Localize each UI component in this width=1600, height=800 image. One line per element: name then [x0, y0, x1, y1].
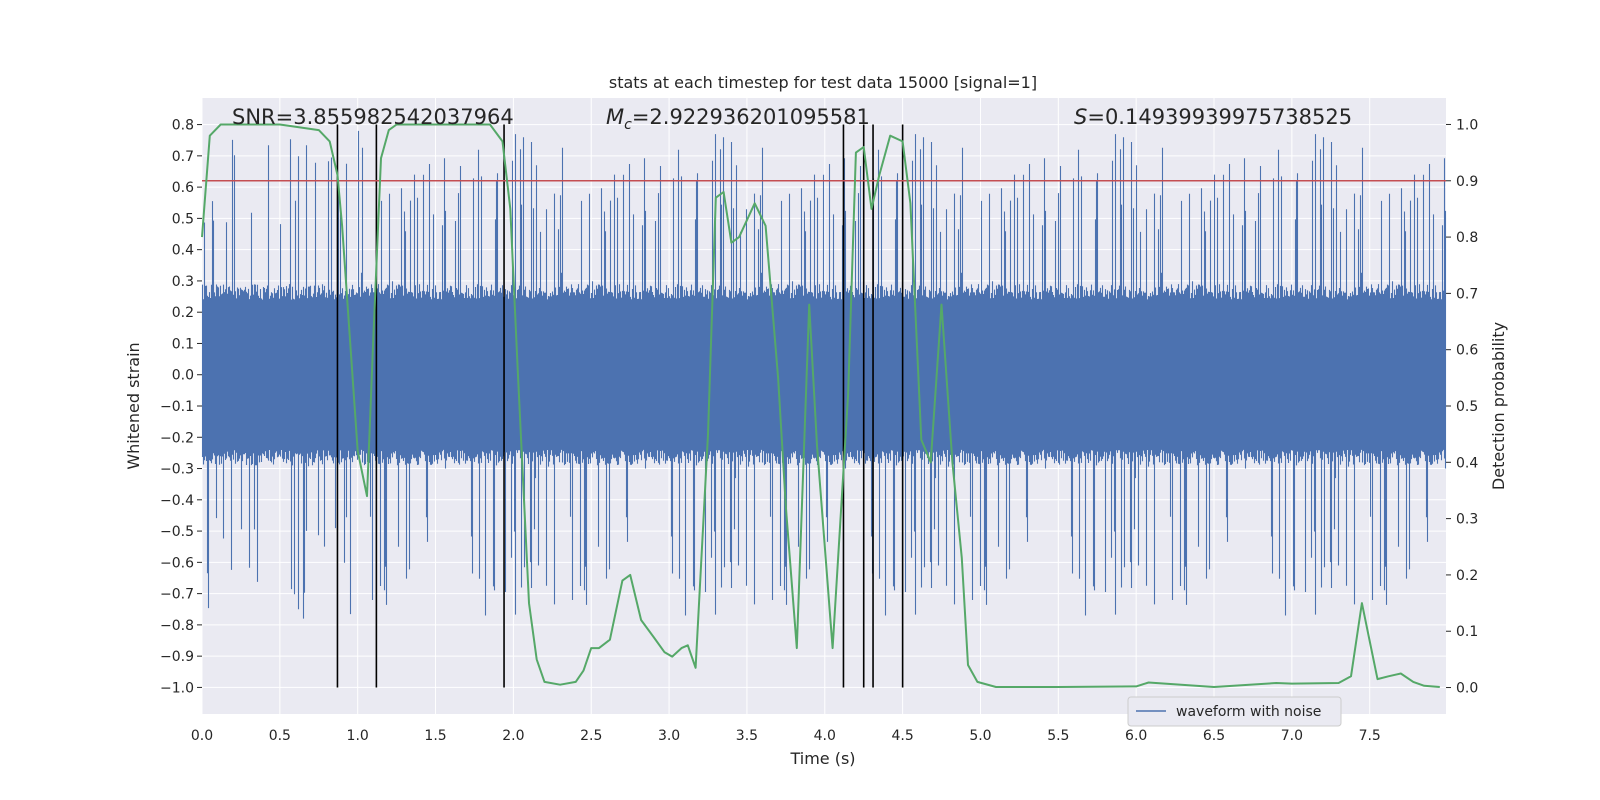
- y-tick-label: −0.7: [160, 587, 194, 603]
- y2-axis-label: Detection probability: [1489, 322, 1508, 490]
- x-tick-label: 3.0: [658, 728, 680, 744]
- y2-tick-label: 0.9: [1456, 174, 1478, 190]
- y-tick-label: 0.3: [172, 274, 194, 290]
- waveform-with-noise-series: [201, 130, 1447, 619]
- x-tick-label: 2.5: [580, 728, 602, 744]
- y-tick-label: −0.9: [160, 649, 194, 665]
- x-tick-label: 5.5: [1047, 728, 1069, 744]
- y2-tick-label: 0.8: [1456, 230, 1478, 246]
- waveform-trace: [201, 130, 1447, 619]
- x-tick-label: 1.0: [347, 728, 369, 744]
- y-tick-label: 0.1: [172, 336, 194, 352]
- y-tick-label: −0.1: [160, 399, 194, 415]
- y2-tick-label: 0.5: [1456, 399, 1478, 415]
- x-tick-label: 5.0: [969, 728, 991, 744]
- x-tick-label: 3.5: [736, 728, 758, 744]
- s-annotation: S=0.14939939975738525: [1074, 105, 1352, 129]
- y-tick-label: −0.4: [160, 493, 194, 509]
- vertical-markers: [336, 124, 904, 688]
- y-axis-label: Whitened strain: [124, 342, 143, 469]
- x-axis-label: Time (s): [789, 749, 855, 768]
- detection-probability-series: [201, 123, 1440, 688]
- chirp-mass-symbol: M: [606, 105, 624, 129]
- y2-tick-label: 0.0: [1456, 681, 1478, 697]
- y-tick-label: 0.8: [172, 118, 194, 134]
- y-tick-label: 0.4: [172, 243, 194, 259]
- y2-tick-label: 0.4: [1456, 455, 1478, 471]
- y-tick-label: −0.5: [160, 524, 194, 540]
- y-tick-label: −1.0: [160, 680, 194, 696]
- x-tick-label: 0.5: [269, 728, 291, 744]
- axis-ticks: 0.0 0.5 1.0 1.5 2.0 2.5 3.0 3.5 4.0 4.5 5.0 5.5 6.0 6…: [160, 117, 1478, 744]
- y-tick-label: −0.2: [160, 430, 194, 446]
- x-tick-label: 6.0: [1125, 728, 1147, 744]
- y2-tick-label: 1.0: [1456, 117, 1478, 133]
- y-tick-label: 0.7: [172, 149, 194, 165]
- s-value: =0.14939939975738525: [1087, 105, 1352, 129]
- y-tick-label: −0.8: [160, 618, 194, 634]
- x-tick-label: 6.5: [1203, 728, 1225, 744]
- y-tick-label: 0.0: [172, 368, 194, 384]
- chirp-mass-value: =2.922936201095581: [632, 105, 870, 129]
- x-tick-label: 4.5: [891, 728, 913, 744]
- snr-annotation: SNR=3.855982542037964: [232, 105, 514, 129]
- y-tick-label: −0.3: [160, 462, 194, 478]
- y2-tick-label: 0.1: [1456, 624, 1478, 640]
- y-tick-label: 0.2: [172, 305, 194, 321]
- x-tick-label: 1.5: [424, 728, 446, 744]
- chirp-mass-subscript: c: [624, 117, 632, 133]
- y-tick-label: 0.5: [172, 211, 194, 227]
- x-tick-label: 7.0: [1281, 728, 1303, 744]
- y2-tick-label: 0.3: [1456, 512, 1478, 528]
- chart-title: stats at each timestep for test data 150…: [609, 73, 1037, 92]
- chirp-mass-annotation: Mc=2.922936201095581: [606, 105, 870, 133]
- y-tick-label: −0.6: [160, 555, 194, 571]
- x-tick-label: 2.0: [502, 728, 524, 744]
- legend: waveform with noise: [1127, 696, 1342, 727]
- s-symbol: S: [1074, 105, 1087, 129]
- x-tick-label: 7.5: [1359, 728, 1381, 744]
- y2-tick-label: 0.6: [1456, 343, 1478, 359]
- y2-tick-label: 0.7: [1456, 286, 1478, 302]
- legend-box: [1127, 696, 1342, 727]
- x-tick-label: 4.0: [814, 728, 836, 744]
- x-tick-label: 0.0: [191, 728, 213, 744]
- y-tick-label: 0.6: [172, 180, 194, 196]
- y2-tick-label: 0.2: [1456, 568, 1478, 584]
- legend-entry-waveform: waveform with noise: [1176, 704, 1321, 720]
- detection-probability-line: [201, 123, 1440, 688]
